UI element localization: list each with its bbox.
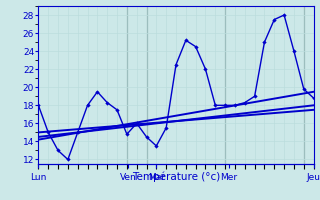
X-axis label: Température (°c): Température (°c) bbox=[132, 172, 220, 182]
